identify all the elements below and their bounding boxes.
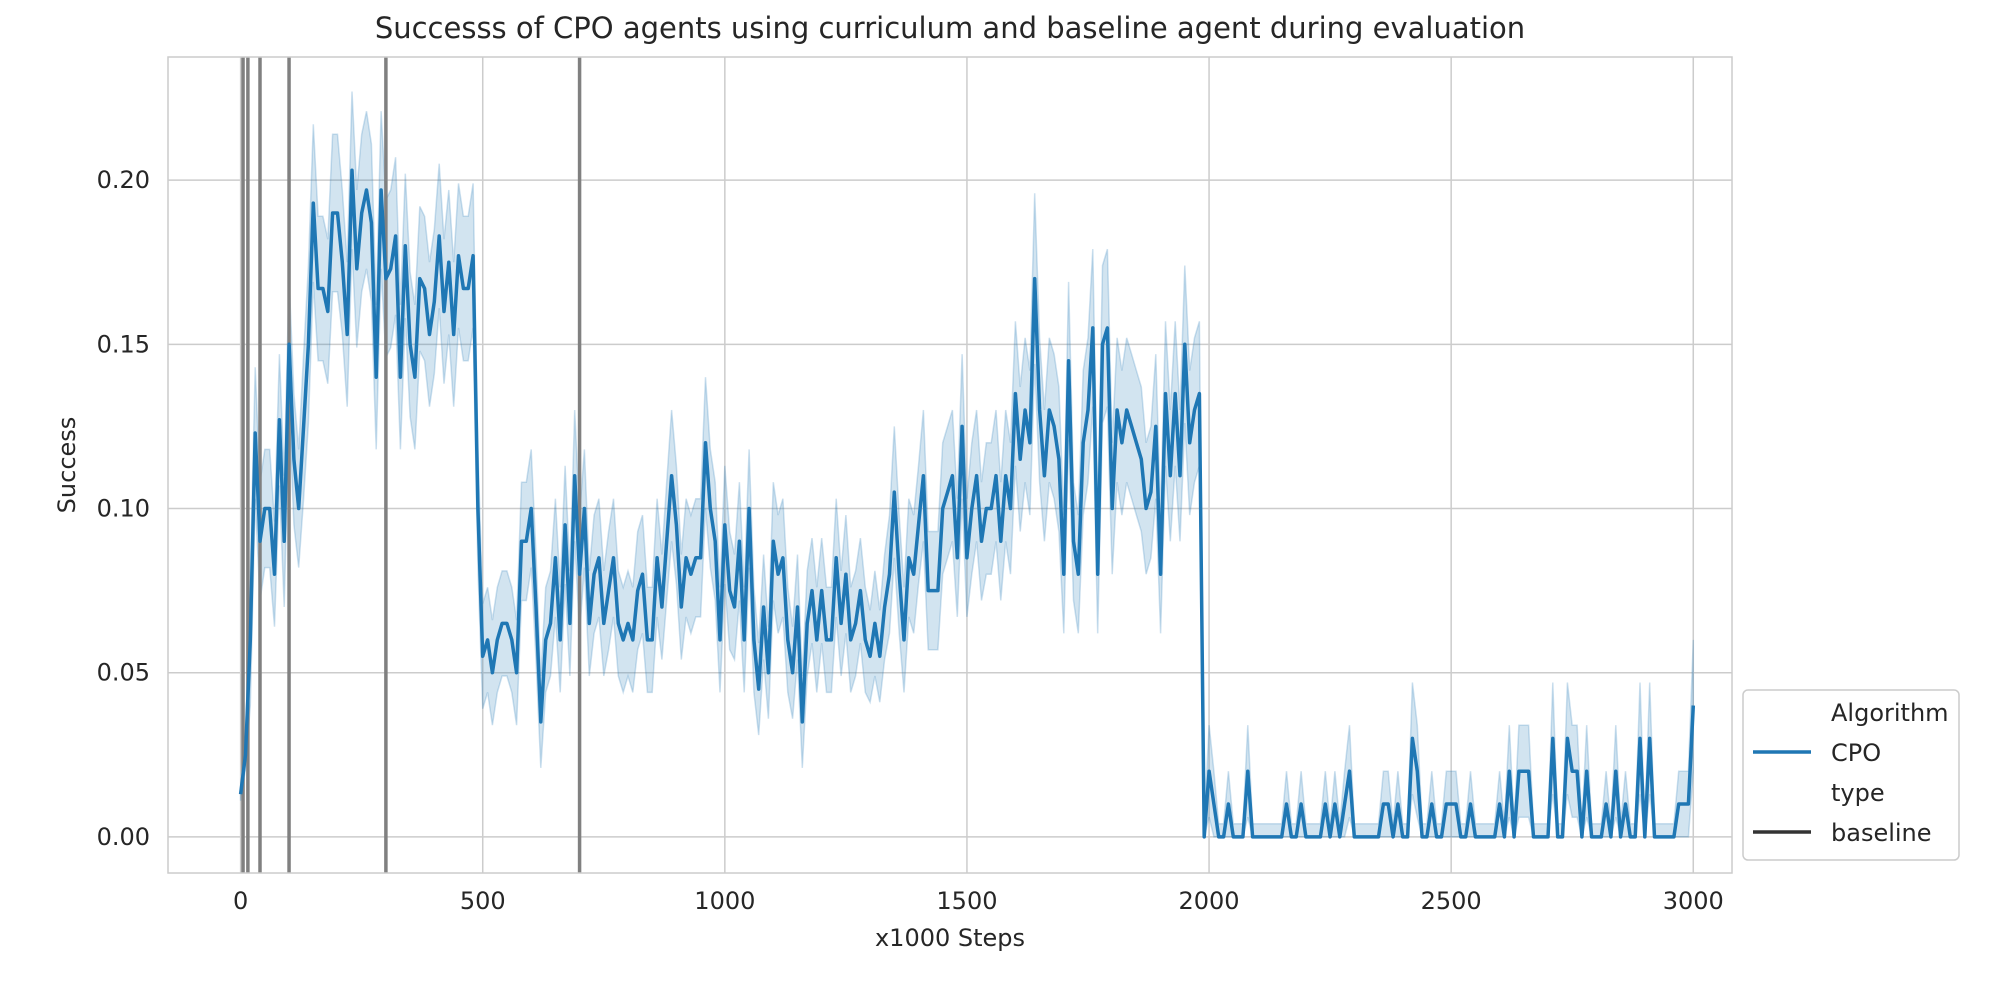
y-tick-label: 0.20 bbox=[97, 166, 150, 194]
confidence-band bbox=[239, 91, 1695, 838]
y-tick-label: 0.05 bbox=[97, 659, 150, 687]
y-tick-label: 0.00 bbox=[97, 823, 150, 851]
y-tick-label: 0.15 bbox=[97, 330, 150, 358]
x-tick-label: 500 bbox=[460, 887, 506, 915]
x-tick-label: 2000 bbox=[1179, 887, 1240, 915]
chart-title: Successs of CPO agents using curriculum … bbox=[375, 11, 1525, 45]
x-tick-label: 0 bbox=[233, 887, 248, 915]
legend-label-baseline: baseline bbox=[1831, 819, 1932, 847]
plot-frame bbox=[167, 56, 1733, 874]
x-tick-label: 3000 bbox=[1663, 887, 1724, 915]
x-tick-label: 1000 bbox=[694, 887, 755, 915]
confidence-band-layer bbox=[239, 91, 1695, 838]
x-tick-label: 1500 bbox=[936, 887, 997, 915]
legend-label-type: type bbox=[1831, 779, 1885, 807]
x-axis-label: x1000 Steps bbox=[875, 924, 1025, 952]
series-line-layer bbox=[238, 168, 1696, 839]
gridlines bbox=[168, 57, 1732, 873]
x-tick-label: 2500 bbox=[1421, 887, 1482, 915]
legend-box bbox=[1742, 689, 1960, 861]
series-line-cpo bbox=[238, 168, 1696, 839]
legend-label-cpo: CPO bbox=[1831, 739, 1881, 767]
y-axis-label: Success bbox=[53, 417, 81, 514]
legend-label-algorithm: Algorithm bbox=[1831, 699, 1949, 727]
tick-layer: 0 500 1000 1500 2000 2500 3000 0.00 0.05 0.10 0.15… bbox=[97, 166, 1724, 915]
y-tick-label: 0.10 bbox=[97, 495, 150, 523]
legend: Algorithm CPO type baseline bbox=[1742, 689, 1960, 861]
